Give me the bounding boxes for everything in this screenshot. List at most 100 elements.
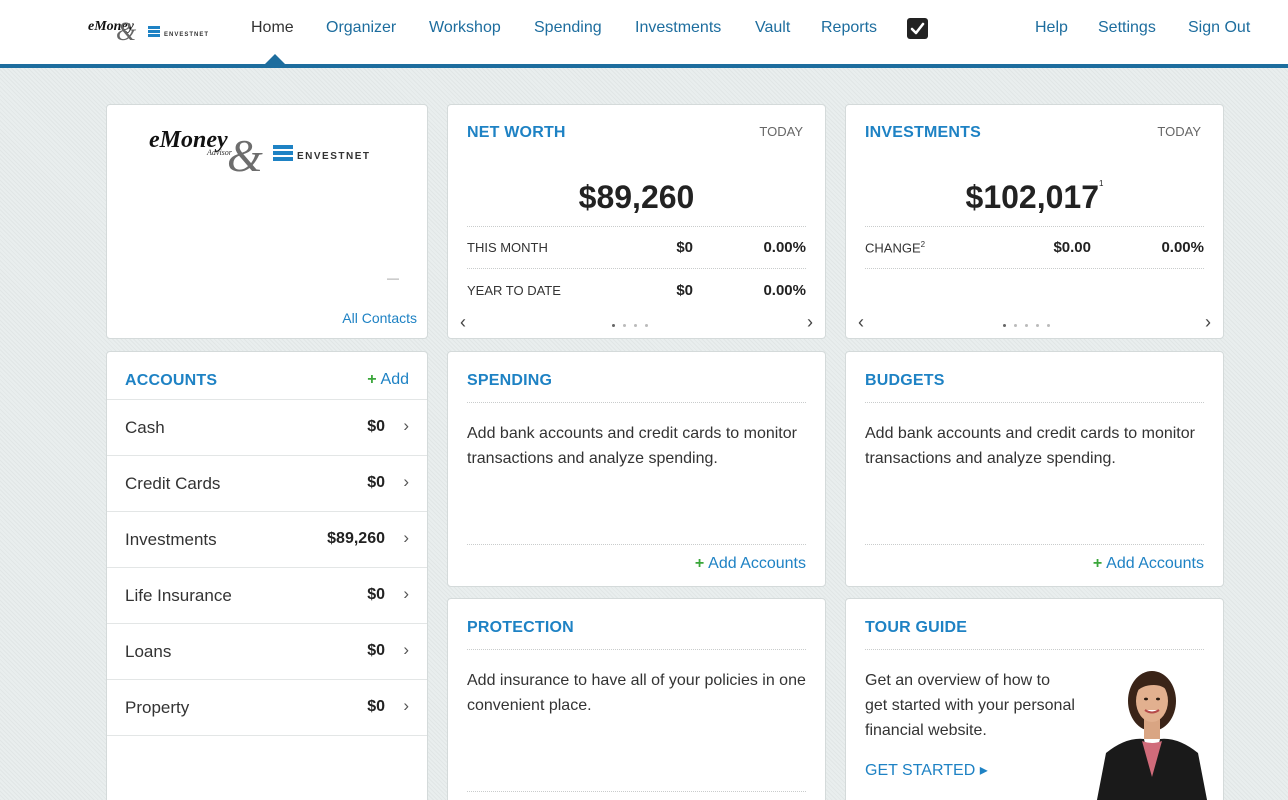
task-checkbox-icon[interactable]	[907, 18, 928, 39]
divider	[865, 544, 1204, 545]
tour-guide-title[interactable]: TOUR GUIDE	[865, 619, 968, 636]
account-value: $0	[367, 474, 385, 491]
protection-card: PROTECTION Add insurance to have all of …	[447, 598, 826, 800]
net-worth-title[interactable]: NET WORTH	[467, 124, 566, 141]
plus-icon: +	[367, 371, 377, 388]
nav-vault[interactable]: Vault	[755, 19, 791, 36]
change-label: CHANGE2	[865, 240, 926, 256]
tour-guide-description: Get an overview of how to get started wi…	[865, 672, 1075, 739]
svg-text:ENVESTNET: ENVESTNET	[164, 32, 209, 38]
account-name: Cash	[125, 418, 165, 437]
nav-reports[interactable]: Reports	[821, 19, 878, 36]
net-worth-total: $89,260	[578, 179, 695, 215]
nav-help[interactable]: Help	[1035, 19, 1068, 36]
account-value: $89,260	[327, 530, 385, 547]
ytd-label: YEAR TO DATE	[467, 283, 561, 298]
divider	[865, 402, 1204, 403]
account-name: Credit Cards	[125, 474, 221, 493]
pager-dot[interactable]	[645, 324, 648, 327]
svg-text:&: &	[227, 130, 263, 177]
budgets-title[interactable]: BUDGETS	[865, 372, 945, 389]
account-row-life-insurance[interactable]: Life Insurance $0 ›	[107, 568, 427, 624]
chevron-right-icon: ›	[403, 696, 409, 715]
ytd-percent: 0.00%	[763, 282, 806, 299]
investments-card: INVESTMENTS TODAY $102,0171 CHANGE2 $0.0…	[845, 104, 1224, 339]
nav-investments[interactable]: Investments	[635, 19, 722, 36]
account-row-cash[interactable]: Cash $0 ›	[107, 400, 427, 456]
this-month-percent: 0.00%	[763, 239, 806, 256]
next-arrow-icon[interactable]: ›	[1205, 312, 1211, 332]
emoney-envestnet-logo-large: eMoney Advisor & ENVESTNET	[149, 127, 369, 177]
get-started-link[interactable]: GET STARTED ▸	[865, 762, 988, 779]
pager-dots	[1003, 324, 1050, 327]
net-worth-period: TODAY	[759, 124, 803, 139]
account-row-investments[interactable]: Investments $89,260 ›	[107, 512, 427, 568]
divider	[865, 268, 1204, 269]
pager-dot[interactable]	[1036, 324, 1039, 327]
all-contacts-link[interactable]: All Contacts	[342, 310, 417, 326]
pager-dot[interactable]	[634, 324, 637, 327]
budgets-card: BUDGETS Add bank accounts and credit car…	[845, 351, 1224, 587]
svg-text:Advisor: Advisor	[206, 148, 233, 157]
pager-dot[interactable]	[612, 324, 615, 327]
investments-title[interactable]: INVESTMENTS	[865, 124, 981, 141]
pager-dot[interactable]	[1047, 324, 1050, 327]
investments-period: TODAY	[1157, 124, 1201, 139]
chevron-right-icon: ›	[403, 416, 409, 435]
spending-card: SPENDING Add bank accounts and credit ca…	[447, 351, 826, 587]
net-worth-card: NET WORTH TODAY $89,260 THIS MONTH $0 0.…	[447, 104, 826, 339]
tour-guide-presenter-image	[1096, 671, 1208, 800]
pager-dot[interactable]	[1014, 324, 1017, 327]
divider	[467, 226, 806, 227]
plus-icon: +	[694, 555, 705, 572]
protection-description: Add insurance to have all of your polici…	[467, 672, 806, 714]
divider	[467, 402, 806, 403]
divider	[467, 544, 806, 545]
active-nav-pointer-icon	[265, 54, 285, 64]
pager-dot[interactable]	[1003, 324, 1006, 327]
spending-add-accounts-button[interactable]: + Add Accounts	[694, 555, 806, 572]
tour-guide-card: TOUR GUIDE Get an overview of how to get…	[845, 598, 1224, 800]
nav-spending[interactable]: Spending	[534, 19, 602, 36]
prev-arrow-icon[interactable]: ‹	[858, 312, 864, 332]
plus-icon: +	[1092, 555, 1103, 572]
divider	[467, 268, 806, 269]
divider	[467, 649, 806, 650]
nav-home[interactable]: Home	[251, 19, 294, 36]
prev-arrow-icon[interactable]: ‹	[460, 312, 466, 332]
pager-dot[interactable]	[623, 324, 626, 327]
nav-settings[interactable]: Settings	[1098, 19, 1156, 36]
svg-text:&: &	[116, 17, 137, 46]
this-month-label: THIS MONTH	[467, 240, 548, 255]
nav-sign-out[interactable]: Sign Out	[1188, 19, 1251, 36]
divider	[107, 399, 427, 400]
account-value: $0	[367, 698, 385, 715]
account-row-property[interactable]: Property $0 ›	[107, 680, 427, 736]
top-nav-bar: eMoney & ENVESTNET Home Organizer Worksh…	[0, 0, 1288, 68]
account-name: Property	[125, 698, 190, 717]
spending-title[interactable]: SPENDING	[467, 372, 553, 389]
chevron-right-icon: ›	[403, 584, 409, 603]
accounts-card: ACCOUNTS + Add Cash $0 › Credit Cards $0 …	[106, 351, 428, 800]
account-name: Loans	[125, 642, 172, 661]
account-value: $0	[367, 586, 385, 603]
change-amount: $0.00	[1053, 239, 1091, 256]
pager-dots	[612, 324, 648, 327]
protection-title[interactable]: PROTECTION	[467, 619, 574, 636]
accounts-title[interactable]: ACCOUNTS	[125, 372, 218, 389]
profile-card: eMoney Advisor & ENVESTNET — All Contact…	[106, 104, 428, 339]
account-row-loans[interactable]: Loans $0 ›	[107, 624, 427, 680]
next-arrow-icon[interactable]: ›	[807, 312, 813, 332]
pager-dot[interactable]	[1025, 324, 1028, 327]
account-row-credit-cards[interactable]: Credit Cards $0 ›	[107, 456, 427, 512]
nav-workshop[interactable]: Workshop	[429, 19, 501, 36]
svg-text:eMoney: eMoney	[88, 19, 135, 34]
nav-organizer[interactable]: Organizer	[326, 19, 397, 36]
account-value: $0	[367, 642, 385, 659]
emoney-envestnet-logo[interactable]: eMoney & ENVESTNET	[88, 14, 228, 46]
add-account-button[interactable]: + Add	[367, 371, 409, 388]
change-percent: 0.00%	[1161, 239, 1204, 256]
budgets-add-accounts-button[interactable]: + Add Accounts	[1092, 555, 1204, 572]
svg-text:eMoney: eMoney	[149, 127, 228, 153]
this-month-amount: $0	[676, 239, 693, 256]
